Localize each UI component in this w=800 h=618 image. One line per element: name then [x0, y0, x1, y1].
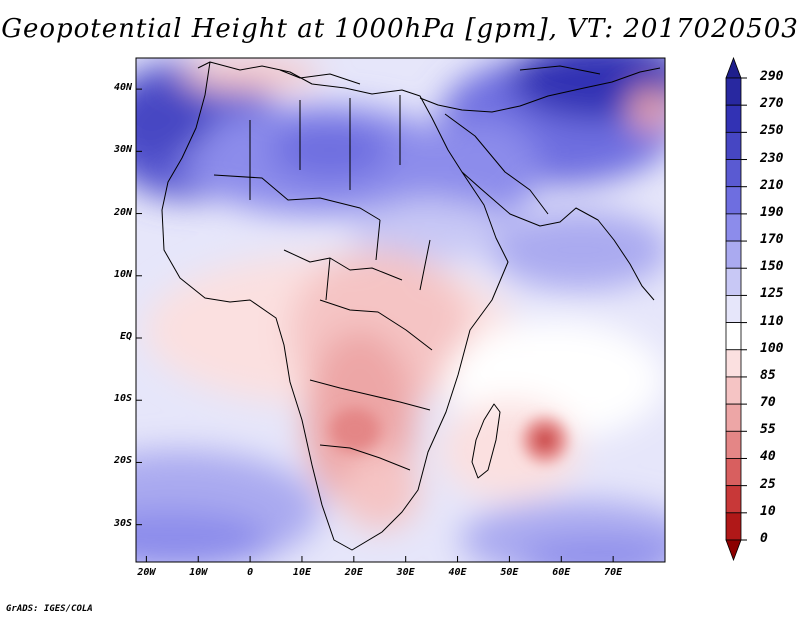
height-field [136, 58, 665, 562]
colorbar-segment [725, 512, 742, 541]
colorbar-label: 10 [760, 503, 776, 519]
lat-tick-label: 40N [113, 82, 132, 94]
colorbar-segment [725, 240, 742, 269]
lon-tick-label: 30E [396, 567, 415, 578]
colorbar-label: 230 [760, 150, 784, 166]
colorbar-segment [725, 376, 742, 405]
colorbar-label: 25 [760, 476, 776, 492]
colorbar-segment [725, 104, 742, 133]
colorbar-segment [725, 267, 742, 296]
lon-tick-label: 40E [448, 567, 467, 578]
colorbar-segment [725, 131, 742, 160]
colorbar-label: 125 [760, 286, 784, 302]
colorbar-segment [725, 539, 742, 562]
colorbar-label: 290 [760, 69, 784, 84]
lat-tick-label: 10S [113, 393, 132, 405]
credit-text: GrADS: IGES/COLA [6, 604, 93, 614]
colorbar-segment [725, 349, 742, 378]
lon-tick-label: 10E [292, 567, 311, 578]
lon-tick-label: 20W [137, 567, 156, 578]
lat-tick-label: 10N [113, 268, 132, 280]
colorbar-label: 270 [760, 96, 784, 112]
lon-tick-label: 0 [247, 567, 254, 578]
colorbar-label: 110 [760, 313, 784, 329]
lon-tick-label: 20E [344, 567, 363, 578]
colorbar-label: 70 [760, 395, 776, 411]
colorbar-segment [725, 56, 742, 79]
colorbar-label: 210 [760, 177, 784, 193]
map-title: Geopotential Height at 1000hPa [gpm], VT… [1, 14, 799, 44]
colorbar-segment [725, 322, 742, 351]
colorbar-label: 100 [760, 340, 784, 356]
lat-tick-label: 30S [113, 517, 132, 529]
colorbar-label: 190 [760, 204, 784, 220]
lat-tick-label: 20N [113, 206, 132, 218]
lon-tick-label: 10W [189, 567, 208, 578]
lat-tick-label: EQ [119, 331, 132, 342]
axis-ticks [136, 88, 614, 562]
colorbar-segment [725, 77, 742, 106]
lon-tick-label: 50E [500, 567, 519, 578]
colorbar-label: 170 [760, 232, 784, 248]
colorbar-label: 85 [760, 367, 776, 383]
colorbar-label: 40 [760, 449, 776, 465]
colorbar-label: 250 [760, 123, 784, 139]
colorbar-label: 150 [760, 259, 784, 275]
lon-tick-label: 70E [604, 567, 623, 578]
lat-tick-label: 20S [113, 455, 132, 467]
lon-tick-label: 60E [552, 567, 571, 578]
colorbar-segment [725, 213, 742, 242]
colorbar-segment [725, 159, 742, 188]
colorbar-label: 0 [760, 531, 768, 546]
colorbar-segment [725, 485, 742, 514]
colorbar-segment [725, 186, 742, 215]
colorbar-segment [725, 403, 742, 432]
colorbar-segment [725, 458, 742, 487]
colorbar-segment [725, 430, 742, 459]
colorbar [725, 56, 747, 562]
lat-tick-label: 30N [113, 144, 132, 156]
map-frame [135, 57, 666, 563]
colorbar-label: 55 [760, 422, 776, 438]
colorbar-segment [725, 295, 742, 323]
